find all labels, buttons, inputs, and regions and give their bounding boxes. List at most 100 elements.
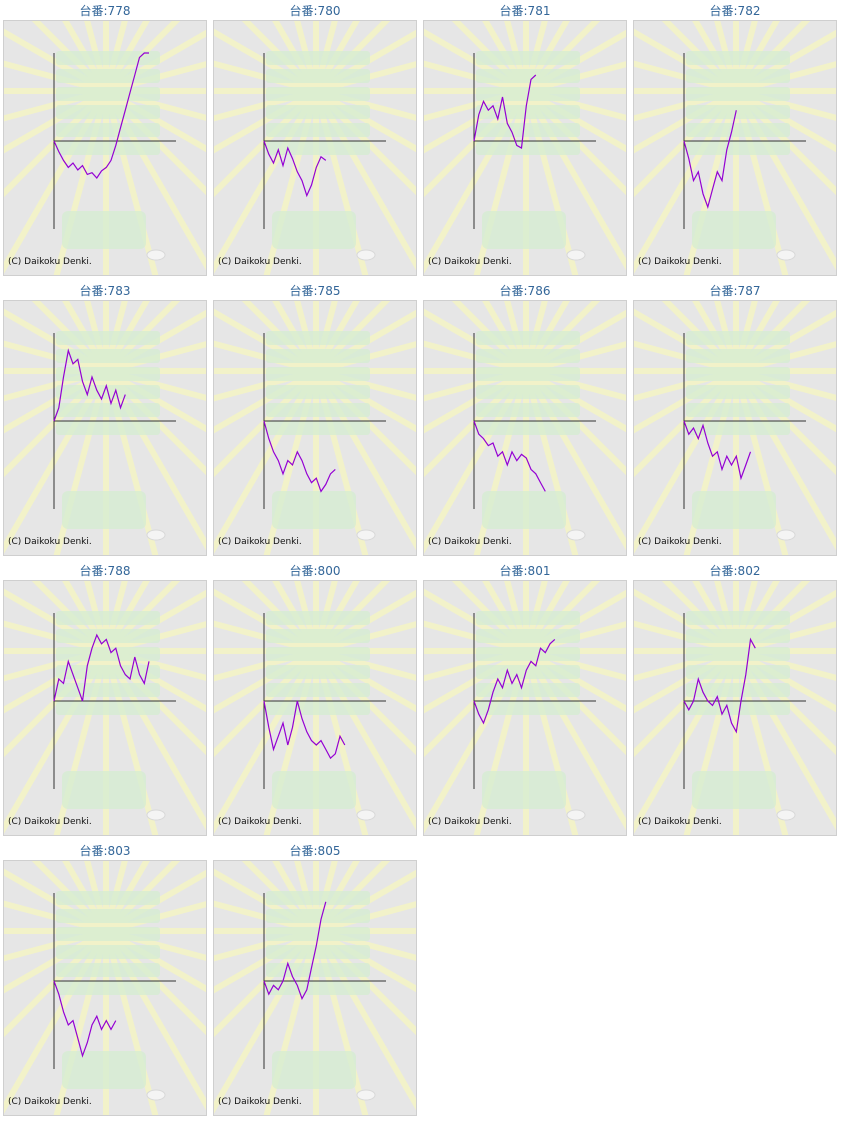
background-ray xyxy=(214,929,319,1114)
copyright-text: (C) Daikoku Denki. xyxy=(218,537,302,547)
copyright-text: (C) Daikoku Denki. xyxy=(8,537,92,547)
background-ray xyxy=(634,89,739,274)
background-block xyxy=(56,403,160,417)
background-ray xyxy=(313,301,391,374)
chart-title: 台番:782 xyxy=(709,4,761,18)
chart-cell: 台番:783 (C) Daikoku Denki. xyxy=(0,280,210,560)
background-ray xyxy=(103,301,181,374)
chart-title: 台番:778 xyxy=(79,4,131,18)
background-block xyxy=(56,105,160,119)
background-ray xyxy=(241,21,319,94)
background-block xyxy=(476,331,580,345)
background-block xyxy=(476,141,580,155)
line-chart xyxy=(634,301,836,555)
background-coin xyxy=(356,249,376,261)
background-block xyxy=(266,647,370,661)
background-block xyxy=(56,69,160,83)
background-block xyxy=(56,945,160,959)
chart-panel: (C) Daikoku Denki. xyxy=(633,300,837,556)
background-ray xyxy=(733,369,836,551)
copyright-text: (C) Daikoku Denki. xyxy=(638,257,722,267)
background-coin xyxy=(776,529,796,541)
background-ray xyxy=(313,581,391,654)
background-tray xyxy=(482,771,566,809)
background-block xyxy=(56,123,160,137)
background-block xyxy=(266,349,370,363)
background-block xyxy=(686,123,790,137)
background-ray xyxy=(103,89,206,271)
background-block xyxy=(266,367,370,381)
background-block xyxy=(266,87,370,101)
background-ray xyxy=(661,581,739,654)
background-block xyxy=(476,629,580,643)
background-tray xyxy=(692,491,776,529)
copyright-text: (C) Daikoku Denki. xyxy=(8,257,92,267)
background-ray xyxy=(451,21,529,94)
background-tray xyxy=(692,771,776,809)
background-block xyxy=(476,701,580,715)
background-block xyxy=(266,683,370,697)
background-ray xyxy=(733,649,836,831)
background-block xyxy=(266,141,370,155)
background-coin xyxy=(566,809,586,821)
series-line xyxy=(53,633,150,702)
background-ray xyxy=(31,301,109,374)
chart-cell: 台番:781 (C) Daikoku Denki. xyxy=(420,0,630,280)
chart-panel: (C) Daikoku Denki. xyxy=(213,580,417,836)
background-block xyxy=(56,927,160,941)
chart-title: 台番:802 xyxy=(709,564,761,578)
background-ray xyxy=(4,89,109,274)
chart-panel: (C) Daikoku Denki. xyxy=(423,300,627,556)
background-block xyxy=(56,909,160,923)
chart-cell: 台番:787 (C) Daikoku Denki. xyxy=(630,280,840,560)
chart-panel: (C) Daikoku Denki. xyxy=(3,860,207,1116)
background-block xyxy=(686,647,790,661)
background-coin xyxy=(356,1089,376,1101)
background-ray xyxy=(733,581,811,654)
chart-title: 台番:780 xyxy=(289,4,341,18)
background-block xyxy=(476,647,580,661)
background-coin xyxy=(146,529,166,541)
background-block xyxy=(476,123,580,137)
line-chart xyxy=(424,581,626,835)
background-ray xyxy=(313,929,416,1111)
chart-panel: (C) Daikoku Denki. xyxy=(3,20,207,276)
line-chart xyxy=(634,581,836,835)
chart-cell: 台番:801 (C) Daikoku Denki. xyxy=(420,560,630,840)
background-coin xyxy=(776,249,796,261)
chart-cell: 台番:805 (C) Daikoku Denki. xyxy=(210,840,420,1120)
background-block xyxy=(476,385,580,399)
chart-panel: (C) Daikoku Denki. xyxy=(633,20,837,276)
series-line xyxy=(683,420,752,481)
background-block xyxy=(686,421,790,435)
background-block xyxy=(476,611,580,625)
background-ray xyxy=(661,21,739,94)
background-block xyxy=(56,421,160,435)
copyright-text: (C) Daikoku Denki. xyxy=(218,257,302,267)
background-ray xyxy=(451,301,529,374)
background-coin xyxy=(566,249,586,261)
background-ray xyxy=(31,861,109,934)
chart-cell: 台番:802 (C) Daikoku Denki. xyxy=(630,560,840,840)
background-ray xyxy=(4,929,109,1114)
series-line xyxy=(263,420,336,493)
background-ray xyxy=(733,21,811,94)
series-line xyxy=(473,420,546,492)
background-tray xyxy=(62,211,146,249)
line-chart xyxy=(214,301,416,555)
background-ray xyxy=(523,301,601,374)
line-chart xyxy=(424,301,626,555)
background-ray xyxy=(214,89,319,274)
series-line xyxy=(683,637,756,734)
background-block xyxy=(476,421,580,435)
background-block xyxy=(56,683,160,697)
line-chart xyxy=(4,861,206,1115)
background-ray xyxy=(103,929,206,1111)
background-block xyxy=(266,123,370,137)
chart-title: 台番:803 xyxy=(79,844,131,858)
background-coin xyxy=(146,1089,166,1101)
background-coin xyxy=(566,529,586,541)
copyright-text: (C) Daikoku Denki. xyxy=(218,1097,302,1107)
background-ray xyxy=(241,301,319,374)
